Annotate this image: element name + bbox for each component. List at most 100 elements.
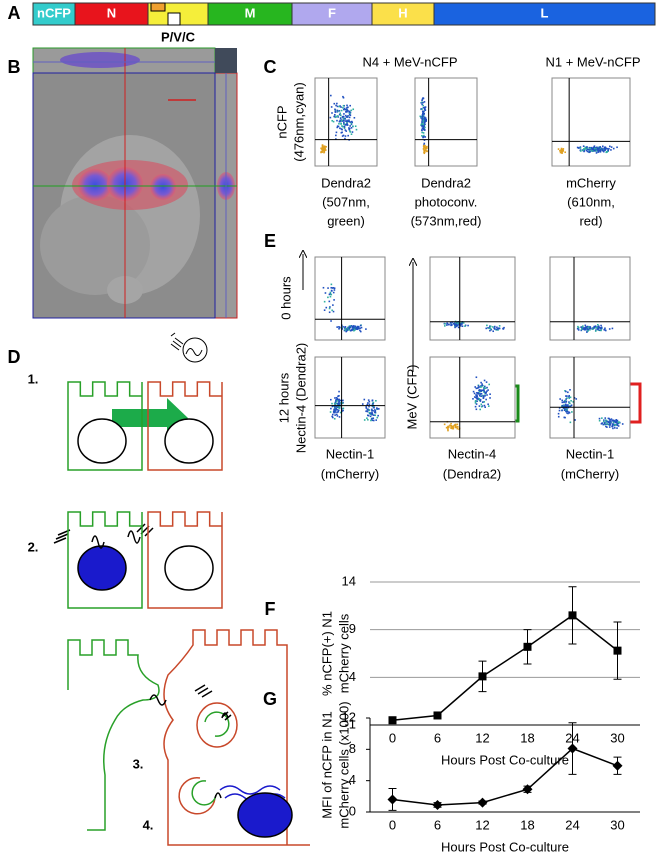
dot: [330, 283, 333, 286]
dot: [609, 420, 612, 423]
dot: [488, 383, 491, 386]
x-axis-title: Hours Post Co-culture: [441, 752, 569, 767]
dot: [331, 309, 333, 312]
dot: [583, 328, 586, 331]
marker: [387, 794, 398, 805]
axis-label: photoconv.: [415, 194, 478, 209]
dot: [597, 324, 599, 326]
dot: [454, 323, 457, 326]
dot: [559, 398, 561, 400]
dot: [605, 420, 608, 422]
dot: [566, 410, 568, 413]
dot: [342, 95, 344, 98]
dot: [594, 330, 597, 332]
dot: [565, 410, 567, 413]
dot: [481, 395, 484, 397]
dot: [603, 149, 606, 151]
dot: [421, 118, 424, 121]
dot: [457, 326, 460, 329]
dot: [367, 418, 369, 421]
dot: [478, 399, 481, 402]
dot: [479, 393, 482, 395]
dot: [585, 147, 588, 149]
dot: [337, 115, 339, 117]
x-tick-label: 6: [434, 817, 441, 832]
dot: [422, 148, 425, 150]
dot: [596, 146, 598, 149]
dot: [333, 115, 335, 118]
dot: [616, 146, 618, 149]
dot: [361, 403, 364, 405]
dot: [498, 325, 501, 327]
axis-label: (Dendra2): [443, 466, 502, 481]
axis-label: Nectin-1: [566, 446, 614, 461]
dot: [359, 324, 362, 327]
dot: [423, 122, 426, 124]
dot: [618, 421, 621, 424]
dot: [337, 405, 340, 408]
dot: [603, 419, 605, 421]
dot: [474, 402, 477, 404]
dot: [446, 324, 448, 326]
dot: [460, 323, 462, 325]
dot: [561, 150, 564, 153]
dot: [602, 148, 604, 151]
dot: [423, 139, 426, 141]
dot: [450, 424, 452, 427]
dot: [368, 409, 371, 411]
dot: [349, 125, 351, 127]
dot: [321, 151, 324, 153]
dot: [334, 407, 336, 409]
dot: [455, 426, 458, 428]
dot: [324, 148, 326, 151]
dot: [347, 329, 350, 331]
dot: [456, 423, 459, 426]
dot: [475, 403, 478, 405]
dot: [331, 416, 334, 419]
dot: [348, 127, 351, 130]
cell: [147, 511, 223, 609]
axis-label: Dendra2: [421, 175, 471, 190]
dot: [376, 408, 379, 410]
dot: [340, 119, 343, 122]
dot: [593, 327, 595, 329]
dot: [421, 124, 423, 127]
dot: [487, 405, 490, 407]
dot: [423, 128, 425, 131]
dot: [422, 126, 425, 129]
dot: [343, 125, 346, 128]
dot: [475, 387, 478, 390]
dot: [583, 148, 585, 150]
dot: [584, 148, 586, 150]
y-tick-label: 4: [349, 772, 356, 787]
dot: [604, 327, 606, 330]
segment-label: M: [245, 5, 256, 20]
dot: [473, 392, 476, 395]
dot: [322, 147, 325, 150]
dot: [573, 397, 576, 399]
dot: [338, 113, 341, 116]
dot: [576, 327, 579, 330]
x-tick-label: 24: [565, 817, 579, 832]
dot: [453, 424, 456, 426]
dot: [475, 397, 478, 399]
dot: [347, 120, 350, 123]
dot: [586, 325, 589, 328]
axis-label: mCherry: [566, 175, 616, 190]
dot: [333, 408, 335, 411]
dot: [348, 327, 351, 330]
x-tick-label: 18: [520, 817, 534, 832]
dot: [598, 149, 600, 152]
dot: [603, 422, 606, 425]
dot: [582, 328, 584, 330]
dot: [489, 393, 491, 396]
dot: [479, 386, 482, 388]
dot: [324, 292, 327, 294]
dot: [597, 328, 599, 331]
dot: [589, 326, 592, 328]
dot: [597, 326, 600, 329]
dot: [600, 327, 602, 330]
dot: [330, 106, 333, 108]
dot: [598, 325, 600, 328]
dot: [450, 323, 452, 326]
